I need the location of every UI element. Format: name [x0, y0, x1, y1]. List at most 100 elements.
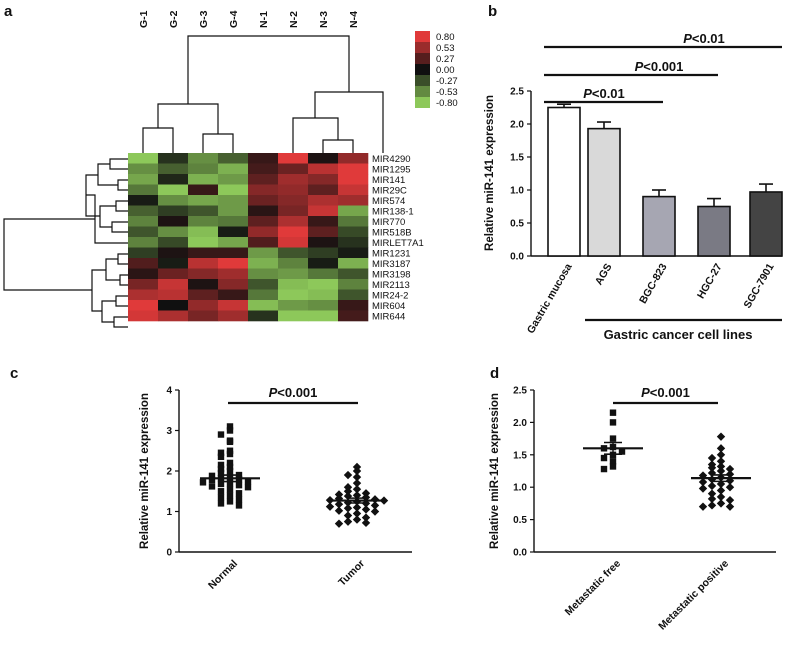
data-point-square: [226, 492, 234, 499]
heatmap-row-label: MIR518B: [372, 228, 412, 239]
heatmap-cell: [128, 258, 159, 269]
heatmap-cell: [308, 289, 339, 301]
data-point-square: [226, 467, 234, 475]
data-point-square: [208, 476, 216, 484]
heatmap-cell: [248, 289, 279, 301]
heatmap-cell: [308, 300, 339, 311]
heatmap-cell: [278, 216, 309, 227]
heatmap-cell: [188, 258, 219, 269]
heatmap-cell: [128, 268, 159, 280]
significance-label: P<0.01: [683, 31, 725, 46]
data-point-diamond: [698, 477, 708, 487]
data-point-diamond: [334, 519, 344, 528]
heatmap-cell: [188, 205, 219, 217]
heatmap-cell: [308, 268, 339, 280]
heatmap-cell: [158, 216, 189, 227]
dendrogram-branch: [3, 218, 95, 291]
heatmap-cell: [158, 258, 189, 269]
data-point-diamond: [370, 507, 380, 516]
heatmap-cell: [248, 174, 279, 185]
heatmap-cell: [128, 247, 159, 259]
data-point-diamond: [370, 501, 380, 510]
panel-label-d: d: [490, 365, 499, 382]
heatmap-cell: [248, 216, 279, 227]
data-point-diamond: [352, 466, 362, 476]
heatmap-cell: [308, 258, 339, 269]
heatmap-cell: [188, 279, 219, 290]
bar-category-label: SGC-7901: [741, 261, 776, 310]
data-point-diamond: [716, 486, 726, 495]
heatmap-row-labels: MIR4290MIR1295MIR141MIR29CMIR574MIR138-1…: [372, 154, 424, 323]
heatmap-cell: [338, 310, 369, 322]
p-symbol: P: [641, 385, 650, 400]
heatmap-cell: [278, 268, 309, 280]
data-point-diamond: [725, 495, 735, 505]
heatmap-cell: [218, 195, 249, 206]
metastatic-y-tick-label: 2.0: [513, 418, 527, 429]
dendrogram-branch: [142, 127, 174, 153]
data-point-diamond: [698, 502, 708, 511]
heatmap-cell: [338, 258, 369, 269]
data-point-square: [226, 438, 234, 446]
heatmap-cell: [308, 174, 339, 185]
heatmap-cell: [218, 163, 249, 175]
heatmap-cell: [128, 216, 159, 227]
heatmap-column-label: N-4: [348, 11, 360, 28]
data-point-diamond: [352, 478, 362, 488]
data-point-square: [226, 498, 234, 505]
data-point-diamond: [725, 483, 735, 492]
data-point-diamond: [352, 503, 362, 512]
data-point-square: [226, 427, 234, 434]
data-point-square: [217, 494, 225, 501]
data-point-square: [609, 409, 617, 416]
data-point-square: [226, 463, 234, 471]
data-point-diamond: [352, 509, 362, 518]
heatmap-cell: [128, 153, 159, 164]
heatmap-column-label: G-2: [168, 10, 180, 28]
data-point-square: [226, 459, 234, 467]
data-point-square: [217, 461, 225, 469]
data-point-diamond: [716, 492, 726, 502]
bar: [697, 205, 731, 257]
heatmap-cell: [188, 163, 219, 175]
data-point-diamond: [707, 494, 717, 504]
heatmap-cell: [308, 163, 339, 175]
p-symbol: P: [269, 385, 278, 400]
dendrogram-branch: [111, 221, 128, 233]
data-point-diamond: [325, 502, 335, 511]
heatmap-cell: [308, 216, 339, 227]
heatmap-cell: [218, 258, 249, 269]
bar-category-label: AGS: [593, 262, 615, 288]
heatmap-cell: [158, 268, 189, 280]
data-point-diamond: [361, 518, 371, 528]
heatmap-cells: [128, 153, 369, 322]
heatmap-cell: [218, 289, 249, 301]
data-point-diamond: [343, 470, 353, 480]
category-label: Normal: [206, 558, 240, 592]
significance-label: P<0.001: [635, 59, 684, 74]
data-point-square: [244, 477, 252, 485]
heatmap-cell: [158, 163, 189, 175]
data-point-square: [226, 486, 234, 493]
bar-category-label: Gastric mucosa: [525, 261, 575, 335]
heatmap-cell: [338, 300, 369, 311]
heatmap-cell: [158, 205, 189, 217]
dendrogram-branch: [187, 35, 350, 104]
data-point-square: [217, 431, 225, 438]
legend-swatch: [415, 86, 430, 97]
data-point-square: [235, 481, 243, 489]
data-point-square: [199, 479, 207, 486]
dendrogram-branch: [113, 316, 128, 328]
bar-chart-panel: 0.0 0.5 1.0 1.5 2.0 2.5 Relative miR-141 expre…: [484, 31, 783, 342]
p-threshold: <0.001: [650, 385, 690, 400]
heatmap-row-label: MIR3187: [372, 259, 411, 270]
heatmap-cell: [128, 195, 159, 206]
row-dendrogram: [3, 158, 128, 328]
heatmap-cell: [158, 237, 189, 248]
data-point-square: [217, 469, 225, 477]
heatmap-row-label: MIR29C: [372, 186, 407, 197]
dendrogram-branch: [117, 253, 128, 265]
heatmap-cell: [278, 300, 309, 311]
heatmap-cell: [248, 258, 279, 269]
